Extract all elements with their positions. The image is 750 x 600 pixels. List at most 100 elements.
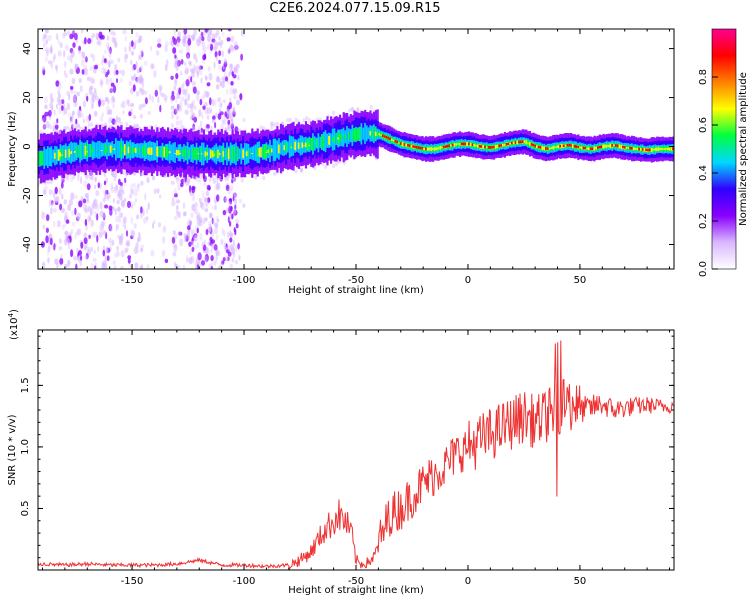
- heatmap-ridge-cell: [371, 128, 374, 139]
- heatmap-noise-cell: [116, 234, 120, 239]
- heatmap-peak-cell: [521, 140, 524, 143]
- heatmap-noise-cell: [76, 176, 80, 181]
- heatmap-noise-cell: [90, 97, 93, 105]
- heatmap-noise-cell: [60, 181, 64, 189]
- heatmap-noise-cell: [211, 217, 214, 225]
- heatmap-noise-cell: [73, 99, 77, 108]
- heatmap-ridge-cell: [66, 146, 69, 161]
- heatmap-ridge-cell: [390, 138, 394, 141]
- heatmap-noise-cell: [132, 115, 137, 120]
- heatmap-noise-cell: [140, 180, 144, 186]
- heatmap-noise-cell: [70, 192, 75, 201]
- heatmap-ridge-cell: [324, 130, 327, 153]
- heatmap-peak-cell: [672, 147, 674, 151]
- heatmap-ridge-cell: [595, 146, 598, 150]
- heatmap-peak-cell: [471, 143, 474, 146]
- heatmap-noise-cell: [48, 123, 53, 130]
- snr-frame: [37, 329, 675, 571]
- heatmap-noise-cell: [149, 93, 152, 101]
- heatmap-peak-cell: [493, 145, 496, 149]
- heatmap-noise-cell: [228, 97, 232, 103]
- heatmap-noise-cell: [175, 120, 180, 126]
- heatmap-noise-cell: [83, 67, 88, 76]
- heatmap-peak-cell: [387, 136, 390, 140]
- heatmap-noise-cell: [119, 69, 122, 74]
- heatmap-peak-cell: [446, 144, 449, 148]
- heatmap-noise-cell: [127, 258, 131, 264]
- heatmap-noise-cell: [219, 81, 222, 87]
- heatmap-noise-cell: [238, 198, 243, 204]
- heatmap-noise-cell: [213, 61, 216, 69]
- heatmap-ridge-cell: [170, 144, 173, 161]
- heatmap-noise-cell: [60, 105, 64, 112]
- heatmap-noise-cell: [47, 250, 50, 256]
- heatmap-noise-cell: [90, 52, 94, 59]
- heatmap-noise-cell: [105, 96, 108, 103]
- heatmap-halo-cell: [334, 161, 338, 167]
- heatmap-noise-cell: [74, 99, 78, 107]
- heatmap-ridge-cell: [473, 144, 476, 147]
- heatmap-noise-cell: [67, 203, 72, 212]
- heatmap-noise-cell: [239, 93, 243, 101]
- heatmap-noise-cell: [189, 220, 193, 226]
- heatmap-peak-cell: [478, 145, 481, 148]
- heatmap-noise-cell: [135, 90, 140, 97]
- heatmap-noise-cell: [192, 99, 196, 107]
- heatmap-noise-cell: [171, 198, 174, 207]
- heatmap-noise-cell: [102, 220, 106, 226]
- heatmap-noise-cell: [191, 112, 195, 119]
- heatmap-noise-cell: [108, 223, 113, 232]
- heatmap-ridge-cell: [140, 142, 143, 159]
- heatmap-noise-cell: [140, 88, 145, 96]
- heatmap-noise-cell: [211, 220, 216, 225]
- heatmap-noise-cell: [206, 248, 210, 255]
- heatmap-noise-cell: [171, 110, 174, 116]
- heatmap-noise-cell: [128, 80, 132, 86]
- heatmap-noise-cell: [41, 117, 45, 123]
- heatmap-ridge-cell: [430, 147, 433, 151]
- heatmap-halo-cell: [192, 126, 196, 131]
- heatmap-noise-cell: [189, 103, 194, 109]
- heatmap-noise-cell: [136, 214, 140, 220]
- heatmap-noise-cell: [101, 99, 105, 107]
- heatmap-ridge-cell: [52, 149, 55, 163]
- snr-ticks: -150 -100 -50 0 50 0.5 1.0 1.5: [20, 330, 674, 587]
- heatmap-ridge-cell: [129, 139, 132, 161]
- heatmap-noise-cell: [225, 184, 230, 191]
- heatmap-ridge-cell: [288, 135, 291, 158]
- heatmap-noise-cell: [88, 246, 91, 252]
- heatmap-ridge-cell: [604, 144, 607, 149]
- heatmap-noise-cell: [196, 242, 200, 249]
- heatmap-noise-cell: [182, 264, 186, 269]
- heatmap-noise-cell: [90, 246, 93, 252]
- heatmap-noise-cell: [90, 262, 94, 269]
- heatmap-noise-cell: [177, 184, 181, 191]
- heatmap-noise-cell: [231, 257, 235, 263]
- heatmap-noise-cell: [118, 235, 121, 242]
- heatmap-peak-cell: [546, 147, 549, 150]
- heatmap-noise-cell: [137, 38, 141, 44]
- heatmap-noise-cell: [139, 247, 144, 253]
- heatmap-ridge-cell: [528, 142, 532, 146]
- heatmap-noise-cell: [86, 205, 91, 213]
- heatmap-noise-cell: [235, 218, 240, 224]
- heatmap-noise-cell: [218, 265, 222, 269]
- heatmap-noise-cell: [138, 104, 143, 111]
- heatmap-peak-cell: [382, 134, 385, 137]
- heatmap-noise-cell: [113, 37, 117, 43]
- heatmap-noise-cell: [206, 34, 211, 43]
- heatmap-noise-cell: [218, 108, 222, 113]
- heatmap-halo-cell: [299, 167, 303, 173]
- heatmap-halo-cell: [307, 117, 311, 123]
- heatmap-halo-cell: [348, 108, 352, 113]
- heatmap-peak-cell: [568, 143, 571, 147]
- heatmap-halo-cell: [356, 108, 360, 113]
- heatmap-noise-cell: [134, 198, 138, 203]
- heatmap-noise-cell: [177, 230, 181, 236]
- heatmap-noise-cell: [233, 88, 238, 94]
- heatmap-noise-cell: [75, 263, 78, 269]
- heatmap-noise-cell: [63, 223, 67, 228]
- heatmap-peak-cell: [566, 144, 569, 147]
- heatmap-noise-cell: [68, 232, 72, 237]
- heatmap-noise-cell: [170, 75, 174, 80]
